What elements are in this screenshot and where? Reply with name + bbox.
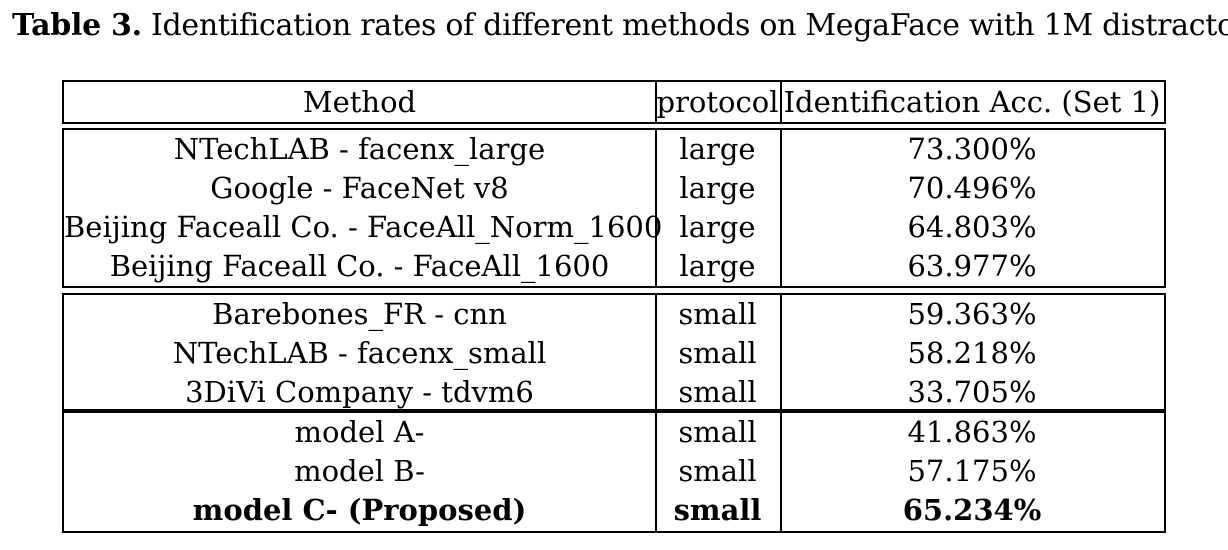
table-row: 3DiVi Company - tdvm6 small 33.705% bbox=[64, 373, 1164, 412]
table-row: model B- small 57.175% bbox=[64, 452, 1164, 491]
table-row: Beijing Faceall Co. - FaceAll_1600 large… bbox=[64, 247, 1164, 286]
protocol-cell: small bbox=[678, 336, 757, 370]
accuracy-cell: 58.218% bbox=[907, 336, 1037, 370]
method-cell: Barebones_FR - cnn bbox=[212, 297, 507, 331]
column-divider bbox=[655, 295, 657, 409]
column-divider bbox=[780, 295, 782, 409]
method-cell: Google - FaceNet v8 bbox=[210, 171, 509, 205]
table-caption: Table 3. Identification rates of differe… bbox=[12, 8, 1228, 43]
protocol-cell: small bbox=[678, 415, 757, 449]
method-cell: model A- bbox=[294, 415, 425, 449]
method-cell: model C- (Proposed) bbox=[192, 493, 527, 527]
protocol-cell: small bbox=[678, 297, 757, 331]
accuracy-cell: 73.300% bbox=[907, 132, 1037, 166]
accuracy-cell: 57.175% bbox=[907, 454, 1037, 488]
table-header: Method protocol Identification Acc. (Set… bbox=[62, 80, 1166, 124]
table-caption-text: Identification rates of different method… bbox=[150, 8, 1228, 43]
column-divider bbox=[655, 130, 657, 286]
table-row: Google - FaceNet v8 large 70.496% bbox=[64, 169, 1164, 208]
column-divider bbox=[780, 413, 782, 531]
table-row-proposed: model C- (Proposed) small 65.234% bbox=[64, 491, 1164, 530]
table-group-small-baselines: Barebones_FR - cnn small 59.363% NTechLA… bbox=[62, 293, 1166, 411]
header-accuracy: Identification Acc. (Set 1) bbox=[783, 85, 1161, 119]
protocol-cell: large bbox=[679, 249, 756, 283]
table-row: NTechLAB - facenx_small small 58.218% bbox=[64, 334, 1164, 373]
header-method: Method bbox=[302, 85, 417, 119]
table-row: NTechLAB - facenx_large large 73.300% bbox=[64, 130, 1164, 169]
method-cell: model B- bbox=[294, 454, 425, 488]
table-row: Beijing Faceall Co. - FaceAll_Norm_1600 … bbox=[64, 208, 1164, 247]
method-cell: Beijing Faceall Co. - FaceAll_1600 bbox=[109, 249, 610, 283]
accuracy-cell: 59.363% bbox=[907, 297, 1037, 331]
table-caption-label: Table 3. bbox=[12, 8, 142, 43]
protocol-cell: small bbox=[678, 454, 757, 488]
column-divider bbox=[655, 413, 657, 531]
header-protocol: protocol bbox=[656, 85, 779, 119]
protocol-cell: large bbox=[679, 171, 756, 205]
accuracy-cell: 64.803% bbox=[907, 210, 1037, 244]
table-row: model A- small 41.863% bbox=[64, 413, 1164, 452]
column-divider bbox=[780, 130, 782, 286]
method-cell: NTechLAB - facenx_large bbox=[173, 132, 546, 166]
protocol-cell: small bbox=[678, 375, 757, 409]
accuracy-cell: 33.705% bbox=[907, 375, 1037, 409]
protocol-cell: large bbox=[679, 132, 756, 166]
method-cell: 3DiVi Company - tdvm6 bbox=[185, 375, 534, 409]
protocol-cell: small bbox=[673, 493, 762, 527]
protocol-cell: large bbox=[679, 210, 756, 244]
table-group-large: NTechLAB - facenx_large large 73.300% Go… bbox=[62, 128, 1166, 288]
accuracy-cell: 41.863% bbox=[907, 415, 1037, 449]
accuracy-cell: 65.234% bbox=[902, 493, 1042, 527]
accuracy-cell: 70.496% bbox=[907, 171, 1037, 205]
column-divider bbox=[780, 82, 782, 122]
table-group-proposed: model A- small 41.863% model B- small 57… bbox=[62, 411, 1166, 533]
accuracy-cell: 63.977% bbox=[907, 249, 1037, 283]
column-divider bbox=[655, 82, 657, 122]
header-row: Method protocol Identification Acc. (Set… bbox=[64, 83, 1164, 122]
method-cell: NTechLAB - facenx_small bbox=[172, 336, 547, 370]
method-cell: Beijing Faceall Co. - FaceAll_Norm_1600 bbox=[64, 210, 663, 244]
table-row: Barebones_FR - cnn small 59.363% bbox=[64, 295, 1164, 334]
